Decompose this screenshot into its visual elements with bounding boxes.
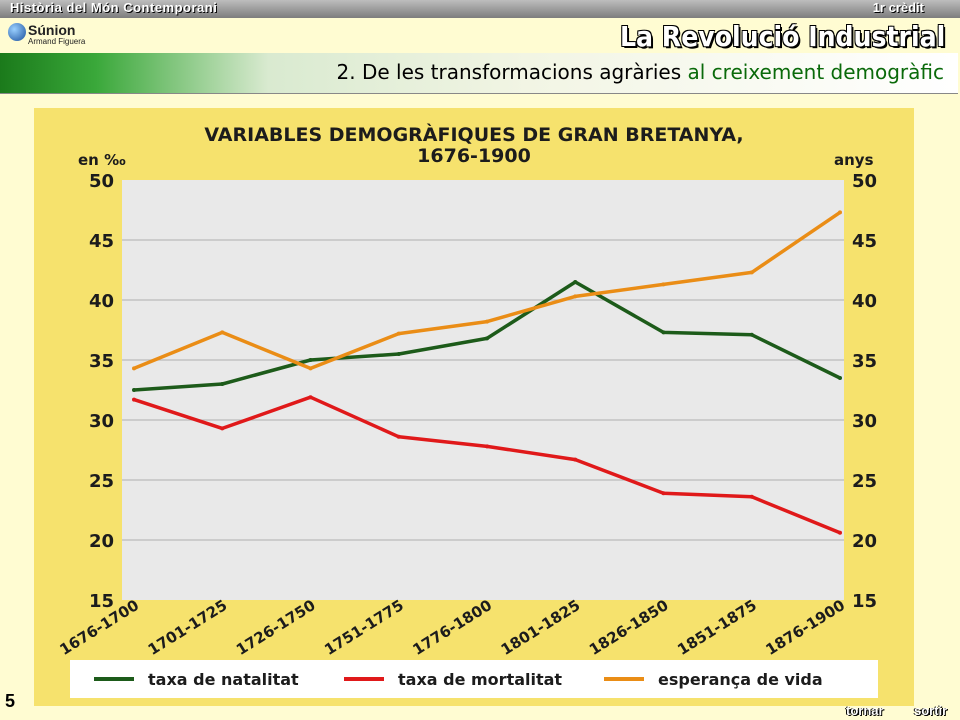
data-point — [573, 457, 578, 462]
data-point — [749, 494, 754, 499]
author-name: Armand Figuera — [28, 37, 86, 46]
sunion-logo: Súnion Armand Figuera — [6, 20, 106, 50]
x-tick-label: 1701-1725 — [145, 596, 231, 659]
y-tick-right-label: 50 — [852, 171, 877, 192]
y-tick-left-label: 30 — [89, 411, 114, 432]
plot-background — [122, 180, 844, 600]
legend-label: taxa de natalitat — [148, 670, 299, 689]
unit-title: La Revolució Industrial — [620, 20, 946, 53]
section-title-bar: 2. De les transformacions agràries al cr… — [0, 53, 958, 94]
data-point — [485, 336, 489, 341]
y-tick-left-label: 15 — [89, 591, 114, 612]
data-point — [132, 397, 136, 402]
exit-link[interactable]: sortir — [914, 703, 948, 718]
globe-icon — [8, 23, 26, 41]
top-bar: Història del Món Contemporani 1r crèdit — [0, 0, 960, 18]
y-tick-right-label: 45 — [852, 231, 877, 252]
brand-name: Súnion — [28, 22, 76, 38]
data-point — [485, 444, 489, 449]
data-point — [308, 358, 313, 362]
data-point — [838, 210, 842, 215]
chart-subtitle: 1676-1900 — [417, 145, 531, 167]
x-tick-label: 1751-1775 — [321, 596, 407, 659]
chart-title: VARIABLES DEMOGRÀFIQUES DE GRAN BRETANYA… — [204, 123, 743, 146]
y-axis-left-label: en ‰ — [78, 151, 126, 169]
y-tick-left-label: 25 — [89, 471, 114, 492]
credit-label: 1r crèdit — [872, 0, 924, 15]
data-point — [132, 366, 136, 371]
data-point — [838, 376, 842, 380]
slide-number: 5 — [5, 691, 16, 711]
legend-box — [70, 660, 878, 698]
data-point — [749, 332, 754, 337]
y-tick-right-label: 15 — [852, 591, 877, 612]
chart-frame: VARIABLES DEMOGRÀFIQUES DE GRAN BRETANYA… — [34, 108, 914, 706]
x-tick-label: 1851-1875 — [674, 596, 760, 659]
y-tick-left-label: 35 — [89, 351, 114, 372]
y-tick-right-label: 40 — [852, 291, 877, 312]
data-point — [396, 352, 401, 356]
legend: taxa de natalitat taxa de mortalitat esper… — [70, 660, 878, 698]
x-tick-label: 1801-1825 — [498, 596, 584, 659]
data-point — [661, 330, 666, 335]
section-title-main: 2. De les transformacions agràries — [336, 60, 682, 84]
y-tick-right-label: 30 — [852, 411, 877, 432]
back-link[interactable]: tornar — [846, 703, 884, 718]
y-tick-right-label: 35 — [852, 351, 877, 372]
data-point — [220, 382, 225, 386]
data-point — [396, 434, 401, 439]
x-tick-label: 1876-1900 — [762, 596, 848, 659]
data-point — [308, 395, 313, 400]
data-point — [573, 280, 578, 284]
data-point — [573, 294, 578, 299]
data-point — [132, 388, 136, 392]
legend-label: esperança de vida — [658, 670, 823, 689]
data-point — [838, 530, 842, 535]
data-point — [749, 270, 754, 275]
x-tick-label: 1826-1850 — [586, 596, 672, 659]
data-point — [661, 491, 666, 496]
data-point — [220, 330, 225, 335]
x-tick-label: 1776-1800 — [409, 596, 495, 659]
x-tick-label: 1726-1750 — [233, 596, 319, 659]
section-title-rest: al creixement demogràfic — [681, 60, 945, 84]
section-title: 2. De les transformacions agràries al cr… — [337, 60, 944, 84]
data-point — [220, 426, 225, 431]
y-tick-right-label: 20 — [852, 531, 877, 552]
legend-label: taxa de mortalitat — [398, 670, 562, 689]
y-tick-left-label: 45 — [89, 231, 114, 252]
y-tick-right-label: 25 — [852, 471, 877, 492]
data-point — [308, 366, 313, 371]
y-tick-left-label: 50 — [89, 171, 114, 192]
y-axis-right-label: anys — [834, 151, 874, 169]
data-point — [396, 331, 401, 336]
subject-title: Història del Món Contemporani — [10, 0, 218, 15]
demographic-chart: VARIABLES DEMOGRÀFIQUES DE GRAN BRETANYA… — [56, 123, 878, 698]
y-tick-left-label: 40 — [89, 291, 114, 312]
y-tick-left-label: 20 — [89, 531, 114, 552]
data-point — [661, 282, 666, 287]
data-point — [485, 319, 489, 324]
